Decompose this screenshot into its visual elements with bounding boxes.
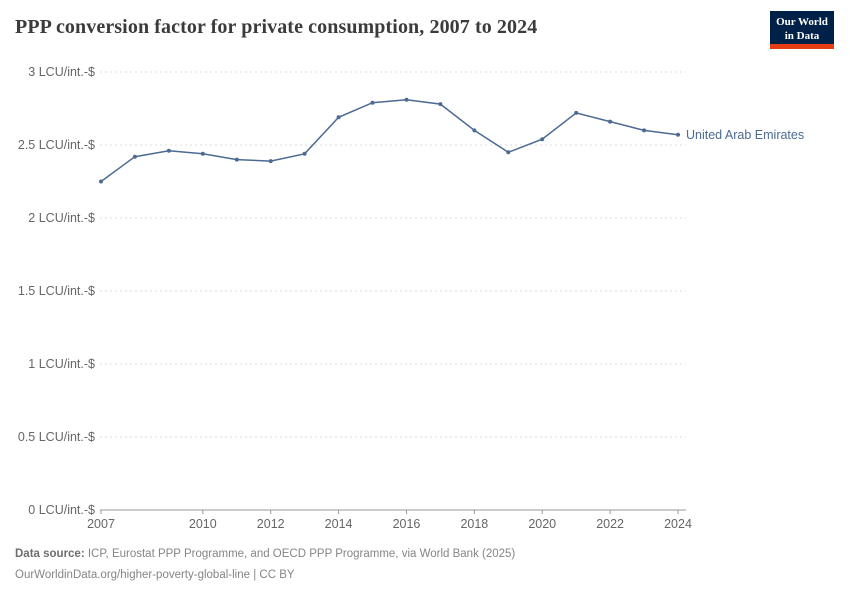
y-tick-label: 2.5 LCU/int.-$	[18, 138, 95, 152]
y-tick-label: 1.5 LCU/int.-$	[18, 284, 95, 298]
owid-logo-accent-bar	[770, 44, 834, 49]
y-tick-label: 0 LCU/int.-$	[28, 503, 95, 517]
owid-logo: Our World in Data	[770, 11, 834, 49]
data-source-text: ICP, Eurostat PPP Programme, and OECD PP…	[84, 548, 516, 560]
data-point	[336, 115, 341, 120]
x-tick-label: 2016	[393, 517, 421, 531]
data-point	[166, 148, 171, 153]
data-point	[268, 159, 273, 164]
x-tick-label: 2010	[189, 517, 217, 531]
y-tick-label: 2 LCU/int.-$	[28, 211, 95, 225]
x-tick-label: 2024	[664, 517, 692, 531]
x-tick-label: 2007	[87, 517, 115, 531]
x-tick-label: 2020	[528, 517, 556, 531]
y-tick-label: 0.5 LCU/int.-$	[18, 430, 95, 444]
data-source-label: Data source:	[15, 548, 85, 560]
x-tick-label: 2022	[596, 517, 624, 531]
owid-logo-line2: in Data	[784, 30, 820, 42]
chart-footer: Data source: ICP, Eurostat PPP Programme…	[15, 544, 835, 585]
x-tick-label: 2018	[460, 517, 488, 531]
x-tick-label: 2012	[257, 517, 285, 531]
series-end-label: United Arab Emirates	[686, 128, 804, 142]
data-point	[642, 128, 647, 133]
data-point	[676, 132, 680, 137]
license-line: OurWorldinData.org/higher-poverty-global…	[15, 568, 295, 581]
data-point	[302, 151, 307, 156]
owid-logo-line1: Our World	[776, 16, 828, 29]
data-source-line: Data source: ICP, Eurostat PPP Programme…	[15, 544, 835, 565]
data-point	[574, 110, 579, 115]
y-tick-label: 1 LCU/int.-$	[28, 357, 95, 371]
data-point	[438, 102, 443, 107]
data-point	[608, 119, 613, 124]
y-tick-label: 3 LCU/int.-$	[28, 65, 95, 79]
data-point	[540, 137, 545, 142]
data-point	[370, 100, 375, 105]
data-point	[506, 150, 511, 155]
data-point	[234, 157, 239, 162]
data-point	[472, 128, 477, 133]
page-title: PPP conversion factor for private consum…	[15, 16, 538, 38]
x-tick-label: 2014	[325, 517, 353, 531]
data-point	[132, 154, 137, 159]
series-line	[100, 98, 679, 183]
data-point	[404, 97, 409, 102]
data-point	[99, 179, 103, 184]
data-point	[200, 151, 205, 156]
